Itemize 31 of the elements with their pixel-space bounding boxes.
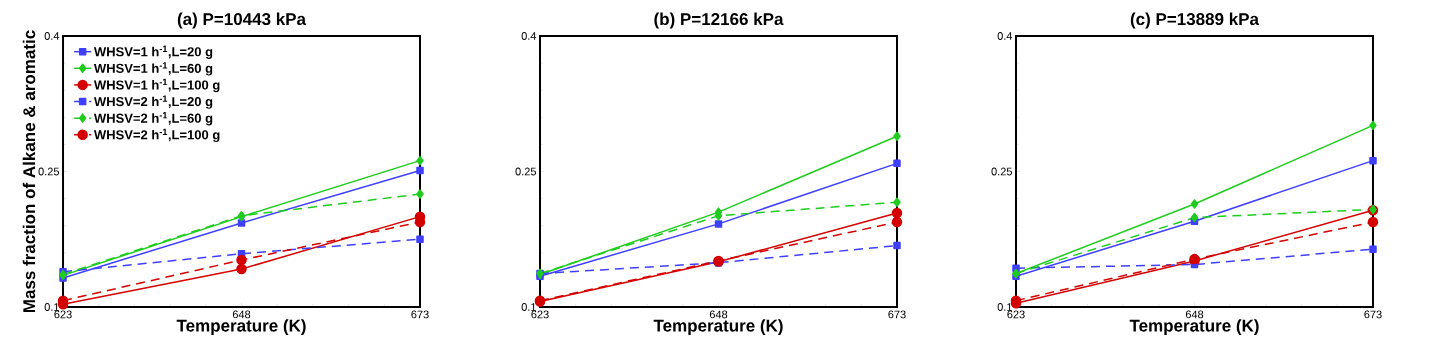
x-tick-label: 673 bbox=[1364, 310, 1382, 319]
x-tick-label: 673 bbox=[411, 310, 429, 319]
y-tick-label: 0.25 bbox=[38, 167, 60, 176]
chart-title: (c) P=13889 kPa bbox=[1130, 12, 1260, 29]
y-tick-label: 0.1 bbox=[997, 303, 1012, 311]
y-tick-label: 0.25 bbox=[991, 167, 1012, 176]
y-tick-label: 0.1 bbox=[44, 303, 59, 311]
y-tick-label: 0.1 bbox=[521, 303, 536, 311]
x-tick-label: 623 bbox=[1007, 310, 1025, 319]
legend-label: WHSV=1 h$^{-1}$,L=60 g bbox=[93, 62, 213, 76]
y-tick-label: 0.25 bbox=[515, 167, 537, 176]
x-axis-title: Temperature (K) bbox=[1129, 319, 1259, 336]
chart-title: (a) P=10443 kPa bbox=[177, 12, 307, 29]
legend-label: WHSV=1 h$^{-1}$,L=20 g bbox=[93, 45, 213, 59]
x-tick-label: 648 bbox=[1185, 310, 1204, 319]
y-tick-label: 0.4 bbox=[44, 32, 60, 40]
chart-title: (b) P=12166 kPa bbox=[654, 12, 784, 29]
y-tick-label: 0.4 bbox=[997, 32, 1013, 40]
x-tick-label: 623 bbox=[531, 310, 549, 319]
x-tick-label: 673 bbox=[888, 310, 906, 319]
y-tick-label: 0.4 bbox=[521, 32, 537, 40]
x-axis-title: Temperature (K) bbox=[653, 319, 783, 336]
x-tick-label: 623 bbox=[54, 310, 72, 319]
legend-label: WHSV=1 h$^{-1}$,L=100 g bbox=[93, 78, 220, 93]
legend-label: WHSV=2 h$^{-1}$,L=20 g bbox=[93, 95, 213, 109]
y-axis-title: Mass fraction of Alkane & aromatic bbox=[22, 30, 36, 313]
x-tick-label: 648 bbox=[709, 310, 728, 319]
x-tick-label: 648 bbox=[232, 310, 251, 319]
legend-label: WHSV=2 h$^{-1}$,L=100 g bbox=[93, 128, 220, 143]
x-axis-title: Temperature (K) bbox=[176, 319, 306, 336]
legend-label: WHSV=2 h$^{-1}$,L=60 g bbox=[93, 112, 213, 126]
